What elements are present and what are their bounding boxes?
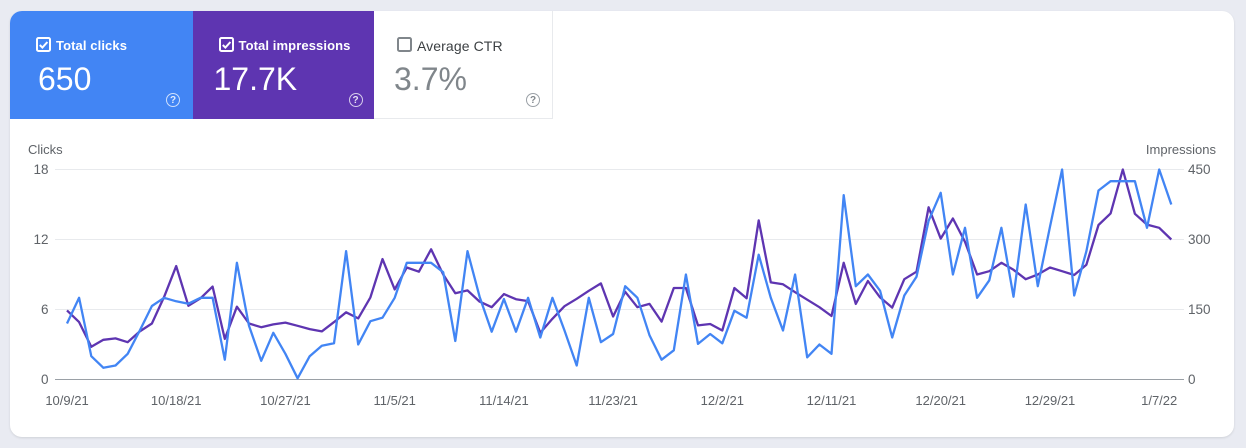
svg-text:1/7/22: 1/7/22 (1141, 393, 1177, 408)
svg-text:0: 0 (1188, 372, 1196, 387)
svg-text:10/27/21: 10/27/21 (260, 393, 311, 408)
svg-text:450: 450 (1188, 162, 1211, 177)
svg-text:18: 18 (33, 162, 48, 177)
svg-text:10/9/21: 10/9/21 (45, 393, 88, 408)
svg-text:10/18/21: 10/18/21 (151, 393, 202, 408)
svg-text:12/20/21: 12/20/21 (915, 393, 966, 408)
svg-text:6: 6 (41, 302, 49, 317)
svg-text:150: 150 (1188, 302, 1211, 317)
svg-text:Clicks: Clicks (28, 142, 63, 157)
svg-text:0: 0 (41, 372, 49, 387)
svg-text:12/11/21: 12/11/21 (807, 393, 857, 408)
svg-text:12/29/21: 12/29/21 (1025, 393, 1076, 408)
svg-text:12: 12 (33, 232, 48, 247)
svg-text:11/5/21: 11/5/21 (373, 393, 415, 408)
svg-text:11/23/21: 11/23/21 (588, 393, 638, 408)
svg-text:11/14/21: 11/14/21 (479, 393, 529, 408)
svg-text:12/2/21: 12/2/21 (701, 393, 744, 408)
svg-text:300: 300 (1188, 232, 1211, 247)
svg-text:Impressions: Impressions (1146, 142, 1217, 157)
